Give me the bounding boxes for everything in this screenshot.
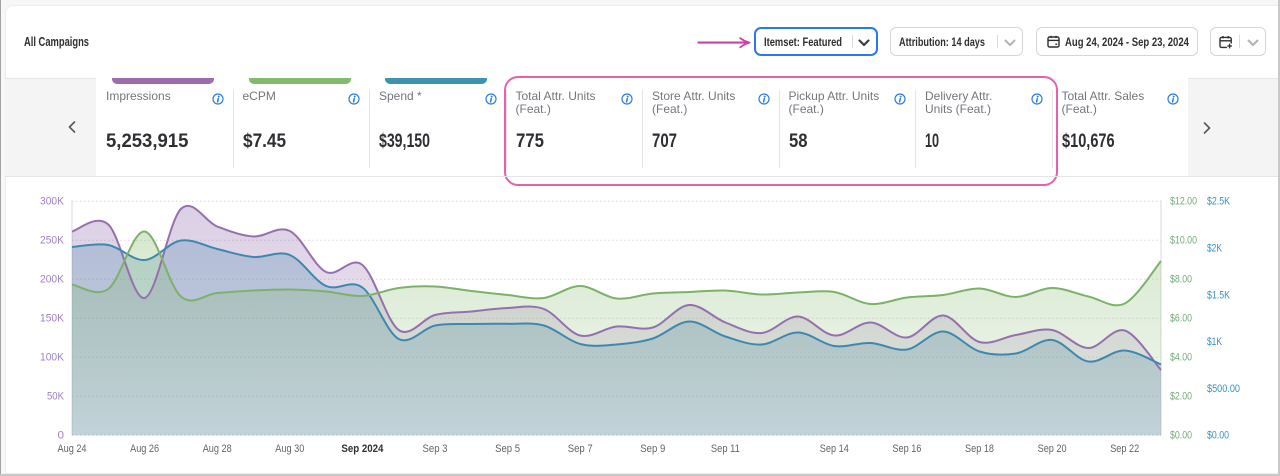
svg-text:Sep 5: Sep 5 [495, 443, 520, 455]
svg-text:Sep 11: Sep 11 [711, 443, 740, 455]
svg-text:$4.00: $4.00 [1170, 352, 1192, 364]
svg-text:Aug 28: Aug 28 [203, 443, 232, 455]
svg-text:Sep 22: Sep 22 [1110, 443, 1139, 455]
svg-text:$500.00: $500.00 [1207, 383, 1240, 395]
svg-text:Sep 2024: Sep 2024 [341, 443, 384, 455]
svg-text:$2.00: $2.00 [1170, 391, 1192, 403]
svg-text:$8.00: $8.00 [1170, 274, 1192, 286]
svg-text:200K: 200K [40, 274, 65, 286]
svg-text:250K: 250K [40, 235, 65, 247]
svg-text:Sep 7: Sep 7 [568, 443, 593, 455]
svg-text:100K: 100K [40, 352, 65, 364]
svg-text:$2K: $2K [1207, 243, 1223, 255]
svg-text:Sep 14: Sep 14 [820, 443, 849, 455]
svg-text:Aug 30: Aug 30 [275, 443, 304, 455]
svg-text:0: 0 [58, 430, 65, 442]
svg-text:$1K: $1K [1207, 336, 1223, 348]
svg-text:$12.00: $12.00 [1170, 196, 1197, 208]
svg-text:Sep 16: Sep 16 [892, 443, 921, 455]
svg-text:$0.00: $0.00 [1170, 430, 1192, 442]
svg-text:$6.00: $6.00 [1170, 313, 1192, 325]
svg-text:$10.00: $10.00 [1170, 235, 1197, 247]
svg-text:300K: 300K [40, 196, 65, 208]
svg-text:$2.5K: $2.5K [1207, 196, 1231, 208]
svg-text:$0.00: $0.00 [1207, 430, 1229, 442]
svg-text:Aug 26: Aug 26 [130, 443, 159, 455]
svg-text:Aug 24: Aug 24 [58, 443, 87, 455]
svg-text:50K: 50K [47, 391, 65, 403]
svg-text:Sep 18: Sep 18 [965, 443, 994, 455]
svg-text:Sep 3: Sep 3 [423, 443, 448, 455]
svg-text:$1.5K: $1.5K [1207, 289, 1231, 301]
svg-text:150K: 150K [40, 313, 65, 325]
svg-text:Sep 20: Sep 20 [1038, 443, 1067, 455]
svg-text:Sep 9: Sep 9 [640, 443, 665, 455]
